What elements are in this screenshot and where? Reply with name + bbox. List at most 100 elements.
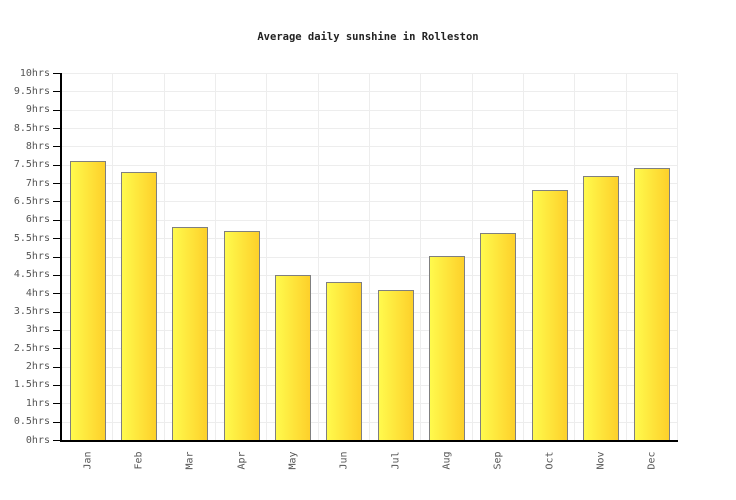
v-gridline: [164, 73, 165, 440]
h-gridline: [62, 293, 678, 295]
ytick-label: 0hrs: [25, 435, 50, 446]
v-gridline: [369, 73, 370, 440]
ytick-mark: [53, 403, 60, 404]
month-label-nov: Nov: [595, 450, 607, 470]
bar-dec: [634, 168, 671, 440]
h-gridline: [62, 329, 678, 331]
ytick-label: 7.5hrs: [13, 159, 50, 170]
ytick-label: 5.5hrs: [13, 233, 50, 244]
v-gridline: [472, 73, 473, 440]
h-gridline: [62, 183, 678, 185]
ytick-mark: [53, 293, 60, 294]
month-slot-mar: Mar: [165, 441, 216, 479]
ytick-mark: [53, 312, 60, 313]
ytick-mark: [53, 73, 60, 74]
ytick-mark: [53, 330, 60, 331]
bar-may: [275, 275, 311, 440]
h-gridline: [62, 238, 678, 240]
ytick-mark: [53, 238, 60, 239]
h-gridline: [62, 311, 678, 313]
ytick-mark: [53, 348, 60, 349]
ytick-label: 0.5hrs: [13, 416, 50, 427]
h-gridline: [62, 91, 678, 93]
ytick-mark: [53, 385, 60, 386]
ytick-label: 3.5hrs: [13, 306, 50, 317]
month-slot-feb: Feb: [113, 441, 164, 479]
month-slot-jun: Jun: [319, 441, 370, 479]
ytick-mark: [53, 165, 60, 166]
bar-apr: [223, 231, 260, 440]
h-gridline: [62, 219, 678, 221]
ytick-label: 4hrs: [25, 288, 50, 299]
chart-title: Average daily sunshine in Rolleston: [257, 31, 479, 43]
bar-jan: [69, 161, 106, 440]
month-label-aug: Aug: [441, 450, 453, 470]
month-slot-apr: Apr: [216, 441, 267, 479]
ytick-label: 9hrs: [25, 104, 50, 115]
month-label-apr: Apr: [236, 450, 248, 470]
v-gridline: [318, 73, 319, 440]
ytick-mark: [53, 440, 60, 441]
v-gridline: [215, 73, 216, 440]
v-gridline: [112, 73, 113, 440]
month-label-mar: Mar: [184, 450, 196, 470]
h-gridline: [62, 73, 678, 74]
month-label-jan: Jan: [82, 450, 94, 470]
month-slot-sep: Sep: [473, 441, 524, 479]
month-label-feb: Feb: [133, 450, 145, 470]
ytick-label: 1hrs: [25, 398, 50, 409]
bar-jun: [326, 282, 363, 440]
month-label-dec: Dec: [646, 450, 658, 470]
v-gridline: [574, 73, 575, 440]
bar-nov: [583, 176, 619, 440]
h-gridline: [62, 421, 678, 423]
v-gridline: [523, 73, 524, 440]
h-gridline: [62, 384, 678, 386]
ytick-mark: [53, 257, 60, 258]
ytick-mark: [53, 422, 60, 423]
bar-jul: [377, 290, 414, 440]
ytick-label: 9.5hrs: [13, 86, 50, 97]
ytick-label: 2hrs: [25, 361, 50, 372]
month-slot-jan: Jan: [62, 441, 113, 479]
h-gridline: [62, 348, 678, 350]
ytick-mark: [53, 220, 60, 221]
ytick-label: 2.5hrs: [13, 343, 50, 354]
bar-mar: [172, 227, 209, 440]
bar-feb: [121, 172, 157, 440]
ytick-label: 1.5hrs: [13, 379, 50, 390]
bar-aug: [429, 256, 465, 440]
ytick-label: 3hrs: [25, 324, 50, 335]
ytick-mark: [53, 91, 60, 92]
ytick-mark: [53, 146, 60, 147]
h-gridline: [62, 403, 678, 405]
ytick-label: 8hrs: [25, 141, 50, 152]
bar-oct: [531, 190, 568, 440]
v-gridline: [420, 73, 421, 440]
v-gridline: [677, 73, 678, 440]
ytick-label: 4.5hrs: [13, 269, 50, 280]
h-gridline: [62, 164, 678, 166]
month-label-jul: Jul: [390, 450, 402, 470]
h-gridline: [62, 146, 678, 148]
month-slot-aug: Aug: [421, 441, 472, 479]
ytick-mark: [53, 183, 60, 184]
month-label-may: May: [287, 450, 299, 470]
h-gridline: [62, 256, 678, 258]
ytick-mark: [53, 367, 60, 368]
ytick-label: 10hrs: [19, 68, 50, 79]
ytick-label: 5hrs: [25, 251, 50, 262]
month-slot-jul: Jul: [370, 441, 421, 479]
h-gridline: [62, 274, 678, 276]
y-axis-line: [60, 73, 62, 442]
month-label-jun: Jun: [338, 450, 350, 470]
v-gridline: [266, 73, 267, 440]
month-slot-nov: Nov: [575, 441, 626, 479]
ytick-mark: [53, 201, 60, 202]
ytick-mark: [53, 128, 60, 129]
ytick-mark: [53, 275, 60, 276]
v-gridline: [626, 73, 627, 440]
bar-sep: [480, 233, 517, 440]
month-slot-may: May: [267, 441, 318, 479]
